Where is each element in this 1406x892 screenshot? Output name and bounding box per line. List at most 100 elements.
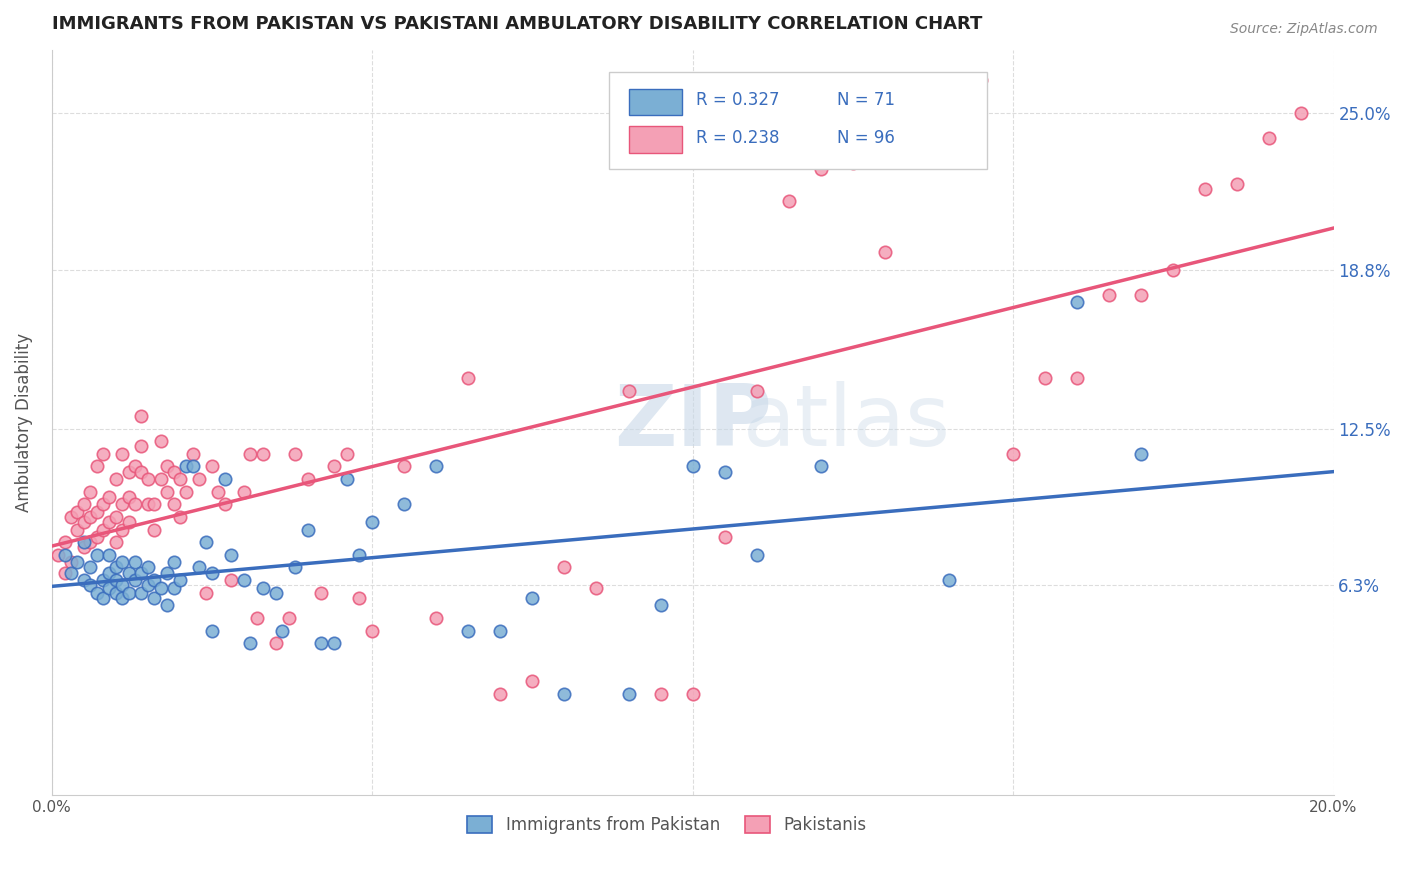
Pakistanis — [1161, 262, 1184, 277]
Pakistanis — [104, 472, 127, 486]
Pakistanis — [1098, 287, 1121, 301]
Immigrants from Pakistan — [149, 581, 172, 595]
Pakistanis — [98, 490, 121, 504]
Pakistanis — [713, 530, 735, 544]
Pakistanis — [219, 573, 242, 587]
Immigrants from Pakistan — [176, 459, 198, 474]
Pakistanis — [162, 465, 184, 479]
Pakistanis — [252, 447, 274, 461]
Immigrants from Pakistan — [104, 585, 127, 599]
Pakistanis — [169, 510, 191, 524]
Pakistanis — [233, 484, 256, 499]
Pakistanis — [335, 447, 357, 461]
Pakistanis — [162, 497, 184, 511]
Immigrants from Pakistan — [938, 573, 960, 587]
Y-axis label: Ambulatory Disability: Ambulatory Disability — [15, 333, 32, 512]
Pakistanis — [277, 611, 299, 625]
Immigrants from Pakistan — [297, 523, 319, 537]
Text: Source: ZipAtlas.com: Source: ZipAtlas.com — [1230, 22, 1378, 37]
Pakistanis — [73, 541, 96, 555]
Immigrants from Pakistan — [111, 591, 134, 605]
Immigrants from Pakistan — [188, 560, 211, 574]
Immigrants from Pakistan — [1130, 447, 1153, 461]
Immigrants from Pakistan — [136, 560, 159, 574]
Pakistanis — [169, 472, 191, 486]
Pakistanis — [745, 384, 768, 398]
Pakistanis — [79, 510, 101, 524]
Immigrants from Pakistan — [104, 560, 127, 574]
Pakistanis — [91, 497, 114, 511]
Pakistanis — [111, 523, 134, 537]
Bar — [628, 126, 682, 153]
Immigrants from Pakistan — [143, 591, 166, 605]
Immigrants from Pakistan — [53, 548, 76, 562]
Pakistanis — [111, 497, 134, 511]
Pakistanis — [149, 472, 172, 486]
Pakistanis — [239, 447, 262, 461]
Immigrants from Pakistan — [79, 578, 101, 592]
Pakistanis — [361, 624, 384, 638]
Immigrants from Pakistan — [169, 573, 191, 587]
Immigrants from Pakistan — [118, 566, 141, 580]
Pakistanis — [46, 548, 69, 562]
Pakistanis — [188, 472, 211, 486]
Pakistanis — [53, 535, 76, 549]
Pakistanis — [118, 490, 141, 504]
Pakistanis — [53, 566, 76, 580]
Immigrants from Pakistan — [271, 624, 294, 638]
Pakistanis — [297, 472, 319, 486]
Pakistanis — [59, 556, 82, 570]
Immigrants from Pakistan — [322, 636, 344, 650]
Pakistanis — [214, 497, 236, 511]
Pakistanis — [1291, 106, 1313, 120]
Immigrants from Pakistan — [214, 472, 236, 486]
Pakistanis — [349, 591, 371, 605]
Immigrants from Pakistan — [79, 560, 101, 574]
Immigrants from Pakistan — [425, 459, 447, 474]
Immigrants from Pakistan — [194, 535, 217, 549]
Immigrants from Pakistan — [59, 566, 82, 580]
Immigrants from Pakistan — [98, 566, 121, 580]
Immigrants from Pakistan — [91, 591, 114, 605]
Immigrants from Pakistan — [131, 566, 153, 580]
Immigrants from Pakistan — [617, 687, 640, 701]
Pakistanis — [970, 73, 993, 87]
Pakistanis — [938, 76, 960, 90]
Immigrants from Pakistan — [181, 459, 204, 474]
Immigrants from Pakistan — [162, 581, 184, 595]
Pakistanis — [156, 459, 179, 474]
Pakistanis — [131, 465, 153, 479]
Pakistanis — [124, 497, 146, 511]
Pakistanis — [1194, 182, 1216, 196]
Immigrants from Pakistan — [111, 556, 134, 570]
Immigrants from Pakistan — [124, 556, 146, 570]
Pakistanis — [1002, 447, 1025, 461]
Pakistanis — [778, 194, 800, 209]
Pakistanis — [1033, 371, 1056, 385]
Pakistanis — [522, 674, 544, 689]
Immigrants from Pakistan — [143, 573, 166, 587]
Pakistanis — [682, 687, 704, 701]
Immigrants from Pakistan — [335, 472, 357, 486]
Immigrants from Pakistan — [86, 585, 108, 599]
Pakistanis — [131, 409, 153, 423]
Pakistanis — [91, 523, 114, 537]
Pakistanis — [873, 244, 896, 259]
Pakistanis — [73, 515, 96, 529]
Immigrants from Pakistan — [162, 556, 184, 570]
Immigrants from Pakistan — [309, 636, 332, 650]
Immigrants from Pakistan — [219, 548, 242, 562]
Immigrants from Pakistan — [349, 548, 371, 562]
Immigrants from Pakistan — [522, 591, 544, 605]
Pakistanis — [207, 484, 229, 499]
Pakistanis — [309, 585, 332, 599]
Pakistanis — [86, 505, 108, 519]
Pakistanis — [322, 459, 344, 474]
Pakistanis — [650, 687, 672, 701]
Immigrants from Pakistan — [745, 548, 768, 562]
Text: N = 71: N = 71 — [838, 92, 896, 110]
Pakistanis — [149, 434, 172, 449]
Immigrants from Pakistan — [457, 624, 479, 638]
Immigrants from Pakistan — [118, 585, 141, 599]
Immigrants from Pakistan — [86, 548, 108, 562]
